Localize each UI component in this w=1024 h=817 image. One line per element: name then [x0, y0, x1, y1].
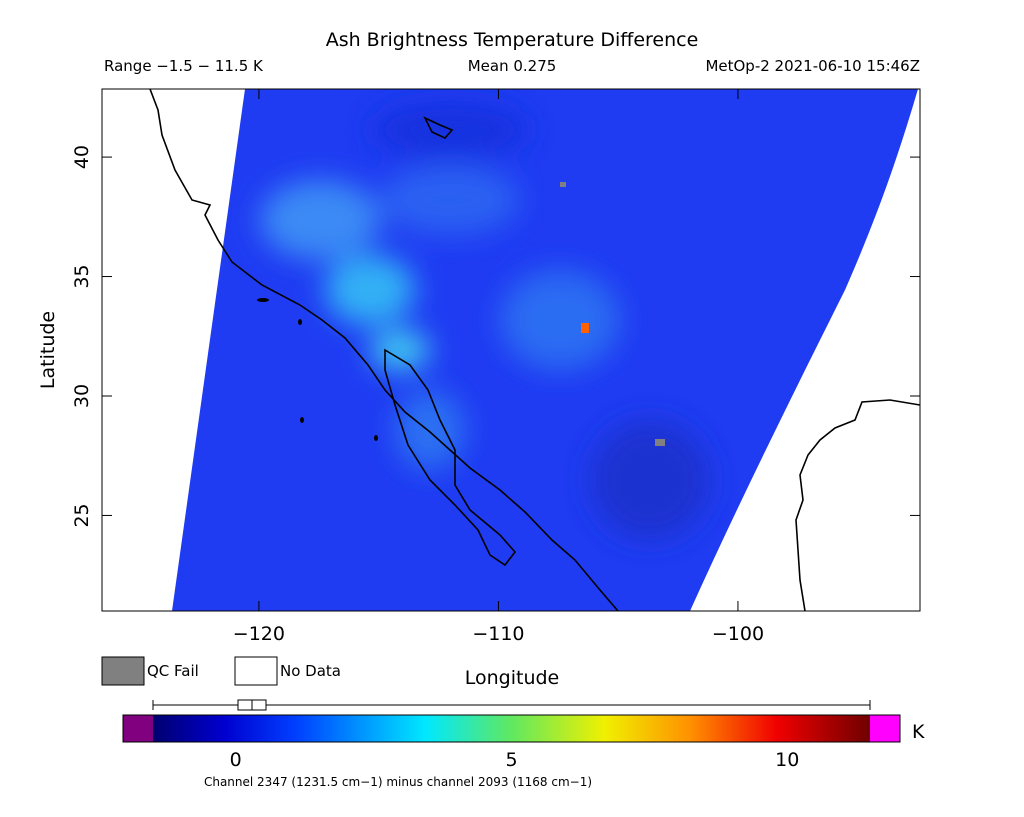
qc-fail-label: QC Fail	[147, 662, 199, 680]
x-tick-label: −110	[472, 623, 524, 645]
title: Ash Brightness Temperature Difference	[326, 29, 699, 51]
colorbar-tick-label: 5	[505, 749, 517, 771]
x-tick-label: −100	[712, 623, 764, 645]
map-image	[149, 89, 920, 611]
y-tick-label: 40	[71, 145, 93, 169]
box-plot	[152, 699, 871, 711]
y-tick-label: 30	[71, 384, 93, 408]
y-tick-label: 25	[71, 503, 93, 527]
colorbar	[153, 715, 870, 742]
no-data-label: No Data	[280, 662, 341, 680]
y-axis-label: Latitude	[37, 311, 59, 389]
underflow-swatch	[123, 715, 153, 742]
mean: Mean 0.275	[468, 57, 557, 75]
colorbar-tick-label: 10	[775, 749, 799, 771]
colorbar-unit: K	[912, 721, 925, 743]
y-tick-label: 35	[71, 264, 93, 288]
qc-fail-swatch	[101, 656, 145, 686]
range: Range −1.5 − 11.5 K	[104, 57, 264, 75]
source: MetOp-2 2021-06-10 15:46Z	[705, 57, 920, 75]
x-axis-label: Longitude	[465, 667, 560, 689]
colorbar-frame	[122, 714, 901, 743]
plot-frame	[101, 88, 921, 612]
x-tick-label: −120	[233, 623, 285, 645]
overflow-swatch	[870, 715, 900, 742]
caption: Channel 2347 (1231.5 cm−1) minus channel…	[204, 775, 592, 789]
colorbar-tick-label: 0	[230, 749, 242, 771]
no-data-swatch	[234, 656, 278, 686]
